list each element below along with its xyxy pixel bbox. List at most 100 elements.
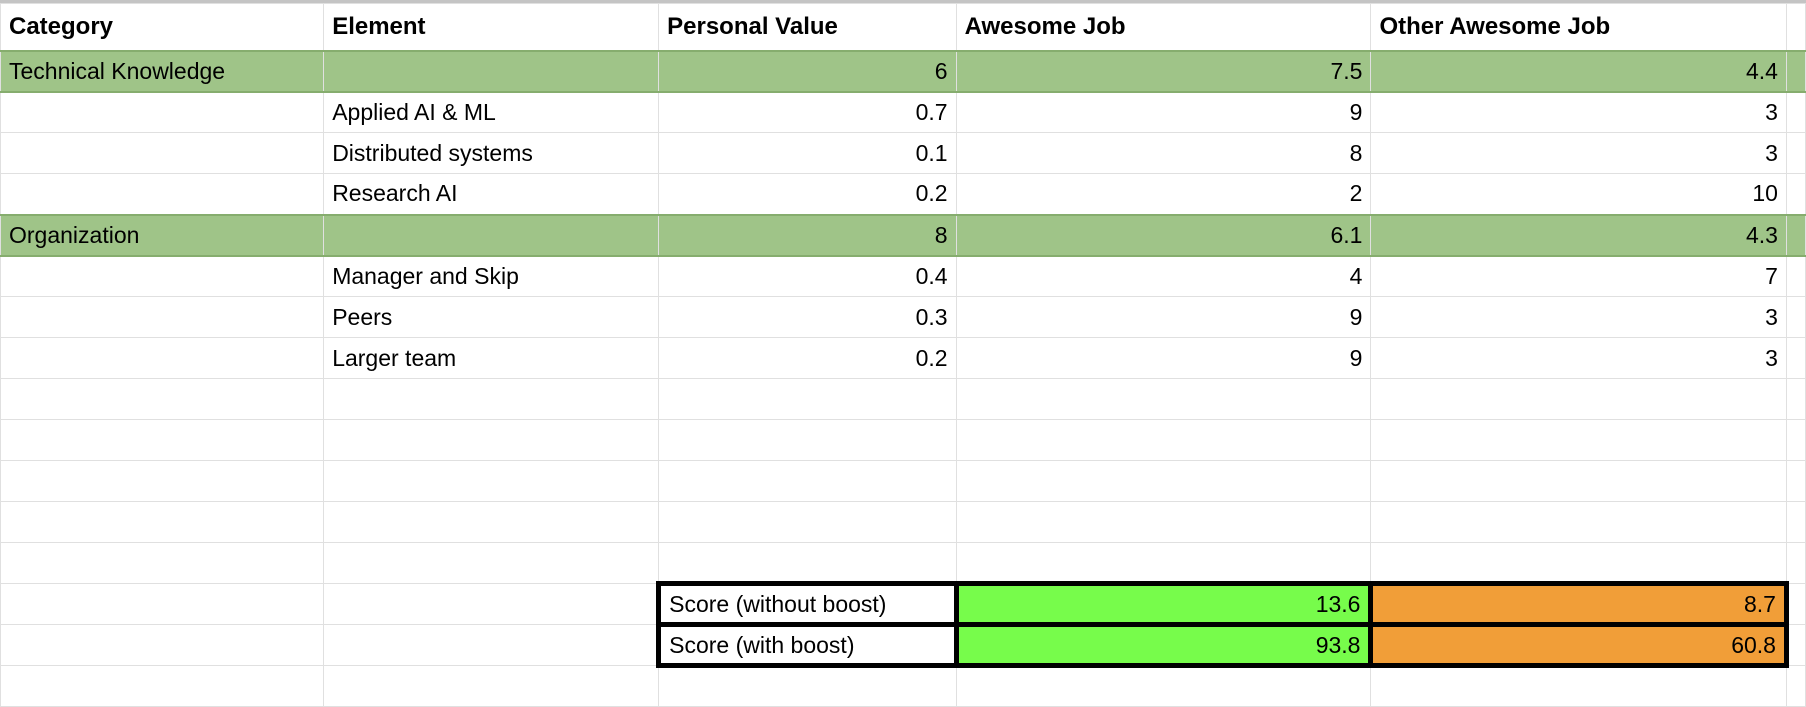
empty-cell[interactable] — [0, 542, 325, 584]
empty-cell[interactable] — [955, 378, 1372, 420]
empty-cell[interactable] — [1785, 624, 1806, 666]
header-cell[interactable]: Awesome Job — [955, 3, 1372, 51]
other-awesome-job-cell[interactable]: 3 — [1370, 296, 1787, 338]
awesome-job-cell[interactable]: 6.1 — [955, 213, 1372, 257]
empty-cell[interactable] — [1370, 542, 1787, 584]
category-cell[interactable] — [0, 255, 325, 297]
category-cell[interactable] — [0, 296, 325, 338]
empty-cell[interactable] — [0, 583, 325, 625]
awesome-job-cell[interactable]: 2 — [955, 173, 1372, 215]
empty-cell[interactable] — [1785, 3, 1806, 51]
empty-cell[interactable] — [1785, 665, 1806, 707]
header-cell[interactable]: Personal Value — [658, 3, 957, 51]
category-cell[interactable] — [0, 132, 325, 174]
personal-value-cell[interactable]: 0.2 — [658, 173, 957, 215]
empty-cell[interactable] — [1785, 213, 1806, 257]
header-cell[interactable]: Element — [323, 3, 660, 51]
empty-cell[interactable] — [323, 583, 660, 625]
other-awesome-job-cell[interactable]: 4.4 — [1370, 49, 1787, 93]
empty-cell[interactable] — [0, 624, 325, 666]
other-awesome-job-score-cell[interactable]: 60.8 — [1368, 622, 1789, 668]
empty-cell[interactable] — [1785, 91, 1806, 133]
empty-cell[interactable] — [0, 419, 325, 461]
empty-cell[interactable] — [658, 542, 957, 584]
empty-cell[interactable] — [658, 665, 957, 707]
empty-cell[interactable] — [1785, 255, 1806, 297]
element-cell[interactable]: Distributed systems — [323, 132, 660, 174]
score-label-cell[interactable]: Score (with boost) — [656, 622, 959, 668]
awesome-job-cell[interactable]: 7.5 — [955, 49, 1372, 93]
category-cell[interactable] — [0, 173, 325, 215]
empty-cell[interactable] — [658, 501, 957, 543]
empty-cell[interactable] — [1785, 132, 1806, 174]
personal-value-cell[interactable]: 0.3 — [658, 296, 957, 338]
personal-value-cell[interactable]: 0.7 — [658, 91, 957, 133]
empty-cell[interactable] — [323, 501, 660, 543]
empty-cell[interactable] — [1370, 419, 1787, 461]
personal-value-cell[interactable]: 0.4 — [658, 255, 957, 297]
header-cell[interactable]: Other Awesome Job — [1370, 3, 1787, 51]
element-cell[interactable]: Peers — [323, 296, 660, 338]
other-awesome-job-cell[interactable]: 4.3 — [1370, 213, 1787, 257]
empty-cell[interactable] — [1370, 460, 1787, 502]
empty-cell[interactable] — [0, 665, 325, 707]
awesome-job-score-cell[interactable]: 13.6 — [953, 581, 1374, 627]
empty-cell[interactable] — [1785, 460, 1806, 502]
empty-cell[interactable] — [1785, 49, 1806, 93]
empty-cell[interactable] — [1785, 173, 1806, 215]
awesome-job-score-cell[interactable]: 93.8 — [953, 622, 1374, 668]
empty-cell[interactable] — [955, 501, 1372, 543]
category-cell[interactable]: Organization — [0, 213, 325, 257]
empty-cell[interactable] — [323, 665, 660, 707]
element-cell[interactable]: Research AI — [323, 173, 660, 215]
element-cell[interactable]: Larger team — [323, 337, 660, 379]
empty-cell[interactable] — [0, 378, 325, 420]
empty-cell[interactable] — [658, 419, 957, 461]
score-label-cell[interactable]: Score (without boost) — [656, 581, 959, 627]
personal-value-cell[interactable]: 8 — [658, 213, 957, 257]
empty-cell[interactable] — [323, 624, 660, 666]
empty-cell[interactable] — [1785, 378, 1806, 420]
empty-cell[interactable] — [1785, 501, 1806, 543]
element-cell[interactable]: Applied AI & ML — [323, 91, 660, 133]
other-awesome-job-cell[interactable]: 3 — [1370, 91, 1787, 133]
personal-value-cell[interactable]: 0.1 — [658, 132, 957, 174]
empty-cell[interactable] — [1370, 378, 1787, 420]
category-cell[interactable] — [0, 337, 325, 379]
awesome-job-cell[interactable]: 9 — [955, 296, 1372, 338]
personal-value-cell[interactable]: 0.2 — [658, 337, 957, 379]
element-cell[interactable] — [323, 49, 660, 93]
empty-cell[interactable] — [1785, 419, 1806, 461]
empty-cell[interactable] — [1785, 542, 1806, 584]
empty-cell[interactable] — [323, 542, 660, 584]
other-awesome-job-score-cell[interactable]: 8.7 — [1368, 581, 1789, 627]
empty-cell[interactable] — [955, 665, 1372, 707]
empty-cell[interactable] — [323, 378, 660, 420]
element-cell[interactable] — [323, 213, 660, 257]
empty-cell[interactable] — [1785, 583, 1806, 625]
awesome-job-cell[interactable]: 4 — [955, 255, 1372, 297]
empty-cell[interactable] — [1370, 665, 1787, 707]
empty-cell[interactable] — [1785, 296, 1806, 338]
empty-cell[interactable] — [658, 460, 957, 502]
empty-cell[interactable] — [0, 501, 325, 543]
empty-cell[interactable] — [955, 419, 1372, 461]
empty-cell[interactable] — [1785, 337, 1806, 379]
awesome-job-cell[interactable]: 9 — [955, 337, 1372, 379]
empty-cell[interactable] — [323, 460, 660, 502]
category-cell[interactable] — [0, 91, 325, 133]
header-cell[interactable]: Category — [0, 3, 325, 51]
personal-value-cell[interactable]: 6 — [658, 49, 957, 93]
awesome-job-cell[interactable]: 9 — [955, 91, 1372, 133]
empty-cell[interactable] — [323, 419, 660, 461]
element-cell[interactable]: Manager and Skip — [323, 255, 660, 297]
empty-cell[interactable] — [955, 460, 1372, 502]
empty-cell[interactable] — [658, 378, 957, 420]
other-awesome-job-cell[interactable]: 3 — [1370, 337, 1787, 379]
empty-cell[interactable] — [1370, 501, 1787, 543]
other-awesome-job-cell[interactable]: 3 — [1370, 132, 1787, 174]
category-cell[interactable]: Technical Knowledge — [0, 49, 325, 93]
empty-cell[interactable] — [0, 460, 325, 502]
other-awesome-job-cell[interactable]: 7 — [1370, 255, 1787, 297]
awesome-job-cell[interactable]: 8 — [955, 132, 1372, 174]
